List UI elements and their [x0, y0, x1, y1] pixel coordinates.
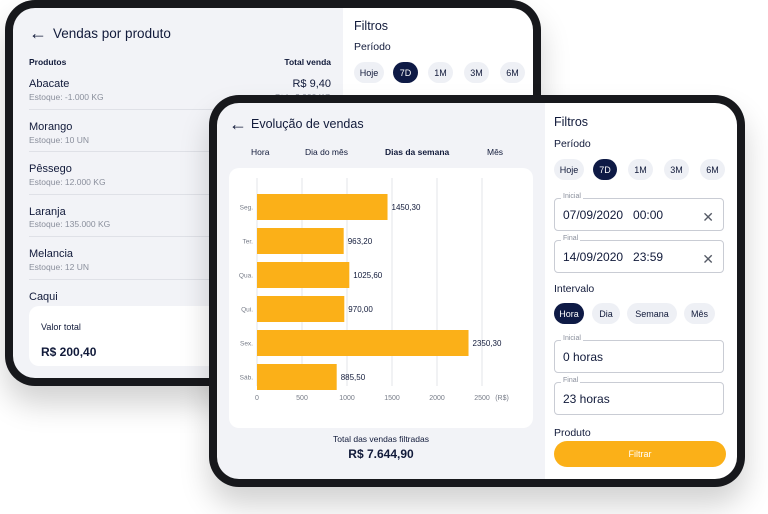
- front-main-panel: ← Evolução de vendas Hora Dia do mês Dia…: [217, 103, 545, 479]
- end-date-value: 14/09/2020 23:59: [563, 250, 664, 264]
- interval-start-label: Inicial: [561, 335, 583, 342]
- bar-value-label: 2350,30: [473, 339, 502, 348]
- tab-dia-do-mes[interactable]: Dia do mês: [305, 147, 348, 157]
- interval-week-button[interactable]: Semana: [627, 303, 677, 324]
- front-screen: ← Evolução de vendas Hora Dia do mês Dia…: [217, 103, 737, 479]
- interval-end-label: Final: [561, 377, 581, 384]
- period-today-button[interactable]: Hoje: [354, 62, 384, 83]
- row-divider: [29, 194, 331, 195]
- interval-start-field[interactable]: Inicial 0 horas: [554, 335, 724, 373]
- bar: [257, 262, 350, 288]
- filtered-total-value: R$ 7.644,90: [348, 447, 414, 461]
- start-date-value: 07/09/2020 00:00: [563, 208, 664, 222]
- y-category-label: Qui.: [241, 307, 253, 314]
- row-divider: [29, 109, 331, 110]
- interval-month-button[interactable]: Mês: [684, 303, 715, 324]
- x-tick-label: 0: [255, 395, 259, 402]
- bar-value-label: 1450,30: [392, 203, 421, 212]
- front-filter-panel: Filtros Período Hoje 7D 1M 3M 6M Inicial…: [545, 103, 737, 479]
- product-stock: Estoque: 12.000 KG: [29, 177, 106, 187]
- total-label: Valor total: [41, 322, 81, 332]
- period-6m-button[interactable]: 6M: [700, 159, 725, 180]
- total-card: Valor total R$ 200,40: [29, 306, 219, 366]
- period-7d-button[interactable]: 7D: [393, 62, 418, 83]
- bar: [257, 194, 388, 220]
- filters-title: Filtros: [354, 19, 389, 33]
- x-tick-label: 500: [296, 395, 308, 402]
- product-name: Caqui: [29, 291, 58, 303]
- product-name: Pêssego: [29, 163, 72, 175]
- interval-hour-button[interactable]: Hora: [554, 303, 584, 324]
- x-tick-label: 1500: [384, 395, 400, 402]
- filters-title: Filtros: [554, 115, 589, 129]
- interval-end-field[interactable]: Final 23 horas: [554, 377, 724, 415]
- tab-dias-da-semana[interactable]: Dias da semana: [385, 147, 450, 157]
- product-name: Melancia: [29, 248, 74, 260]
- start-date-label: Inicial: [561, 193, 583, 200]
- product-stock: Estoque: 12 UN: [29, 262, 90, 272]
- product-stock: Estoque: 10 UN: [29, 135, 90, 145]
- product-stock: Estoque: -1.000 KG: [29, 92, 104, 102]
- product-name: Laranja: [29, 206, 66, 218]
- period-1m-button[interactable]: 1M: [428, 62, 453, 83]
- chart-card: 0 500 1000 1500 2000 2500 (R$) Seg. 1450,30 Ter. 9…: [229, 168, 533, 428]
- y-category-label: Sáb.: [240, 375, 254, 382]
- bar: [257, 296, 345, 322]
- row-divider: [29, 279, 331, 280]
- start-date-field[interactable]: Inicial 07/09/2020 00:00 ✕: [554, 193, 724, 231]
- period-3m-button[interactable]: 3M: [664, 159, 689, 180]
- row-divider: [29, 151, 331, 152]
- page-title: Evolução de vendas: [251, 117, 364, 131]
- y-category-label: Sex.: [240, 341, 253, 348]
- interval-day-button[interactable]: Dia: [592, 303, 620, 324]
- back-arrow-icon[interactable]: ←: [29, 23, 47, 43]
- x-unit-label: (R$): [495, 395, 509, 402]
- filtered-total-label: Total das vendas filtradas: [333, 434, 429, 444]
- period-6m-button[interactable]: 6M: [500, 62, 525, 83]
- bar-value-label: 963,20: [348, 237, 373, 246]
- bar: [257, 364, 337, 390]
- end-date-field[interactable]: Final 14/09/2020 23:59 ✕: [554, 235, 724, 273]
- interval-start-value: 0 horas: [563, 350, 604, 364]
- bar: [257, 228, 344, 254]
- bar-value-label: 1025,60: [353, 271, 382, 280]
- period-1m-button[interactable]: 1M: [628, 159, 653, 180]
- bar-chart: 0 500 1000 1500 2000 2500 (R$) Seg. 1450,30 Ter. 9…: [239, 178, 509, 402]
- tab-mes[interactable]: Mês: [487, 147, 504, 157]
- y-category-label: Ter.: [243, 239, 254, 246]
- interval-label: Intervalo: [554, 283, 595, 295]
- period-7d-button[interactable]: 7D: [593, 159, 617, 180]
- product-total: R$ 9,40: [292, 78, 331, 90]
- page-title: Vendas por produto: [53, 26, 171, 41]
- x-tick-label: 2000: [429, 395, 445, 402]
- total-value: R$ 200,40: [41, 345, 97, 359]
- period-label: Período: [354, 41, 391, 53]
- clear-end-date-icon[interactable]: ✕: [702, 251, 714, 267]
- bar: [257, 330, 469, 356]
- product-name: Abacate: [29, 78, 70, 90]
- y-category-label: Seg.: [240, 205, 254, 212]
- x-tick-label: 2500: [474, 395, 490, 402]
- clear-start-date-icon[interactable]: ✕: [702, 209, 714, 225]
- back-arrow-icon[interactable]: ←: [229, 114, 247, 134]
- bar-value-label: 970,00: [348, 305, 373, 314]
- x-tick-label: 1000: [339, 395, 355, 402]
- y-category-label: Qua.: [239, 273, 253, 280]
- period-today-button[interactable]: Hoje: [554, 159, 584, 180]
- tab-hora[interactable]: Hora: [251, 147, 270, 157]
- product-name: Morango: [29, 121, 73, 133]
- period-3m-button[interactable]: 3M: [464, 62, 489, 83]
- filter-button[interactable]: Filtrar: [554, 441, 726, 467]
- product-label: Produto: [554, 427, 591, 439]
- product-stock: Estoque: 135.000 KG: [29, 219, 111, 229]
- period-label: Período: [554, 138, 591, 150]
- end-date-label: Final: [561, 235, 581, 242]
- interval-end-value: 23 horas: [563, 392, 610, 406]
- column-header-total: Total venda: [284, 57, 331, 67]
- column-header-products: Produtos: [29, 57, 67, 67]
- row-divider: [29, 236, 331, 237]
- bar-value-label: 885,50: [341, 373, 366, 382]
- front-tablet: ← Evolução de vendas Hora Dia do mês Dia…: [209, 95, 745, 487]
